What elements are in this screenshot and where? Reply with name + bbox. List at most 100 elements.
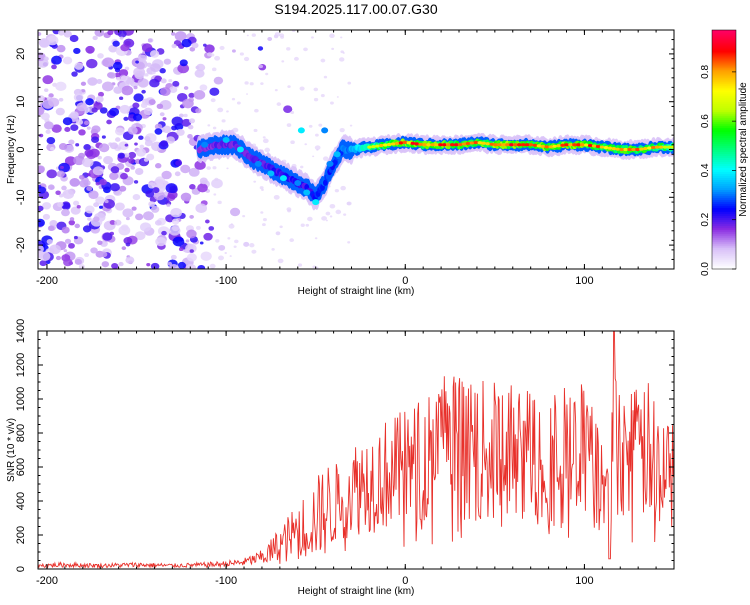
colorbar-segment: [712, 107, 736, 111]
heatmap-cell: [335, 209, 342, 215]
heatmap-cell: [243, 241, 250, 247]
heatmap-cell: [171, 116, 184, 127]
heatmap-cell: [402, 140, 408, 144]
heatmap-cell: [611, 147, 617, 151]
heatmap-cell: [117, 30, 127, 38]
heatmap-cell: [249, 82, 254, 86]
heatmap-cell: [110, 166, 120, 174]
colorbar-segment: [712, 267, 736, 270]
heatmap-cell: [120, 44, 130, 52]
heatmap-cell: [83, 120, 90, 126]
heatmap-cell: [242, 214, 246, 218]
heatmap-cell: [299, 86, 305, 91]
heatmap-cell: [170, 254, 177, 260]
heatmap-cell: [97, 155, 102, 160]
heatmap-cell: [185, 239, 190, 243]
heatmap-cell: [49, 146, 55, 151]
heatmap-cell: [340, 50, 344, 54]
heatmap-cell: [194, 69, 205, 78]
heatmap-cell: [607, 146, 613, 150]
heatmap-cell: [47, 184, 55, 191]
colorbar-segment: [712, 145, 736, 149]
heatmap-cell: [111, 262, 119, 269]
heatmap-cell: [213, 193, 217, 196]
heatmap-cell: [386, 142, 392, 147]
heatmap-cell: [139, 222, 152, 232]
colorbar-segment: [712, 223, 736, 226]
heatmap-cell: [544, 145, 549, 149]
heatmap-cell: [78, 129, 86, 136]
heatmap-cell: [144, 136, 151, 142]
heatmap-cell: [78, 264, 85, 269]
heatmap-cell: [74, 258, 82, 265]
heatmap-cell: [150, 63, 161, 73]
heatmap-cell: [69, 34, 79, 43]
heatmap-cell: [55, 107, 65, 116]
snr-xtick-label: 100: [575, 575, 593, 587]
heatmap-cell: [171, 218, 180, 225]
colorbar-segment: [712, 97, 736, 101]
heatmap-cell: [138, 135, 144, 140]
heatmap-cell: [131, 206, 137, 211]
heatmap-cell: [281, 60, 285, 63]
heatmap-cell: [457, 142, 463, 147]
heatmap-cell: [434, 143, 439, 147]
heatmap-cell: [203, 43, 207, 47]
colorbar-segment: [712, 33, 736, 37]
heatmap-cell: [51, 64, 57, 70]
snr-xtick-label: 0: [402, 575, 408, 587]
heatmap-cell: [86, 58, 98, 69]
heatmap-cell: [489, 142, 494, 146]
heatmap-cell: [587, 143, 593, 148]
heatmap-cell: [118, 261, 124, 267]
colorbar-segment: [712, 167, 736, 171]
colorbar-segment: [712, 185, 736, 188]
heatmap-cell: [169, 86, 178, 93]
colorbar-segment: [712, 205, 736, 208]
heatmap-cell: [367, 145, 372, 149]
colorbar-segment: [712, 215, 736, 218]
heatmap-cell: [218, 255, 225, 261]
colorbar-segment: [712, 69, 736, 73]
colorbar-segment: [712, 83, 736, 87]
heatmap-cell: [102, 232, 113, 241]
heatmap-cell: [236, 101, 241, 105]
heatmap-cell: [197, 264, 206, 269]
heatmap-cell: [42, 213, 51, 220]
colorbar-segment: [712, 139, 736, 143]
heatmap-cell: [209, 87, 220, 96]
heatmap-cell: [314, 237, 318, 240]
heatmap-cell: [418, 142, 423, 146]
heatmap-cell: [97, 53, 104, 59]
heatmap-cell: [438, 143, 443, 147]
colorbar-tick-label: 0.4: [700, 163, 711, 177]
heatmap-cell: [86, 126, 91, 130]
snr-ytick-label: 1200: [15, 353, 27, 377]
heatmap-cell: [619, 147, 624, 152]
heatmap-cell: [410, 141, 415, 145]
heatmap-cell: [83, 144, 91, 151]
colorbar-segment: [712, 251, 736, 254]
heatmap-cell: [108, 44, 118, 53]
heatmap-cell: [643, 146, 648, 151]
heatmap-cell: [187, 124, 194, 130]
heatmap-cell: [262, 223, 266, 227]
heatmap-cell: [194, 160, 206, 170]
heatmap-cell: [98, 205, 103, 209]
heatmap-ytick-label: 20: [15, 48, 27, 60]
heatmap-cell: [97, 240, 103, 246]
heatmap-cell: [230, 207, 241, 217]
heatmap-cell: [73, 47, 81, 55]
heatmap-cell: [133, 85, 138, 90]
heatmap-cell: [68, 139, 75, 145]
heatmap-cell: [422, 143, 427, 147]
heatmap-cell: [55, 81, 67, 91]
colorbar-segment: [712, 81, 736, 85]
heatmap-cell: [286, 207, 292, 212]
heatmap-cell: [209, 263, 216, 269]
heatmap-cell: [145, 190, 155, 198]
heatmap-cell: [106, 119, 112, 125]
colorbar-segment: [712, 53, 736, 57]
heatmap-cell: [177, 261, 187, 269]
heatmap-cell: [46, 35, 59, 46]
